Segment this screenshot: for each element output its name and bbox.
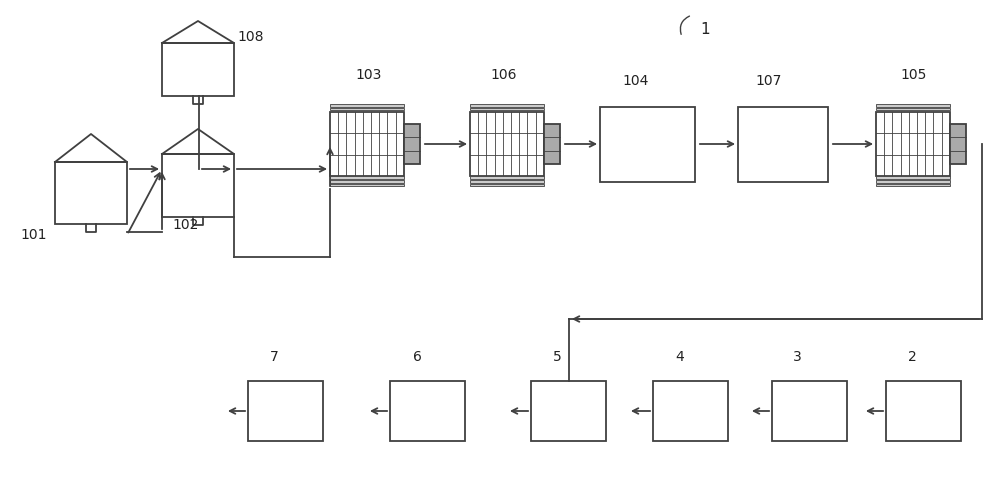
Bar — [470, 184, 544, 187]
Bar — [600, 108, 695, 182]
Text: 4: 4 — [675, 349, 684, 363]
Bar — [330, 109, 404, 111]
Text: 1: 1 — [700, 22, 710, 37]
Bar — [404, 124, 420, 165]
Bar — [738, 108, 828, 182]
Bar — [390, 381, 465, 441]
Text: 102: 102 — [172, 217, 198, 231]
Bar — [531, 381, 606, 441]
Bar — [876, 112, 950, 177]
Bar — [772, 381, 847, 441]
Text: 107: 107 — [755, 74, 781, 88]
Bar — [330, 184, 404, 187]
Bar — [330, 177, 404, 180]
Bar — [55, 163, 127, 225]
Text: 105: 105 — [900, 68, 926, 82]
Bar — [544, 124, 560, 165]
Bar — [470, 109, 544, 111]
Bar — [248, 381, 323, 441]
Bar — [162, 155, 234, 217]
Bar — [876, 109, 950, 111]
Bar — [330, 181, 404, 183]
Text: 104: 104 — [622, 74, 648, 88]
Bar — [470, 112, 544, 177]
Text: 5: 5 — [553, 349, 562, 363]
Bar — [162, 44, 234, 97]
Bar — [470, 105, 544, 107]
Bar — [950, 124, 966, 165]
Text: 3: 3 — [793, 349, 802, 363]
Text: 2: 2 — [908, 349, 917, 363]
Bar — [876, 181, 950, 183]
Bar — [470, 181, 544, 183]
Text: 106: 106 — [490, 68, 516, 82]
Bar — [886, 381, 961, 441]
Bar — [876, 177, 950, 180]
Text: 7: 7 — [270, 349, 279, 363]
Bar — [876, 184, 950, 187]
Bar — [470, 177, 544, 180]
Text: 108: 108 — [237, 30, 264, 44]
Text: 103: 103 — [355, 68, 381, 82]
Bar — [330, 105, 404, 107]
Bar — [876, 105, 950, 107]
Text: 101: 101 — [20, 227, 47, 242]
Bar — [653, 381, 728, 441]
Text: 6: 6 — [413, 349, 422, 363]
Bar — [330, 112, 404, 177]
